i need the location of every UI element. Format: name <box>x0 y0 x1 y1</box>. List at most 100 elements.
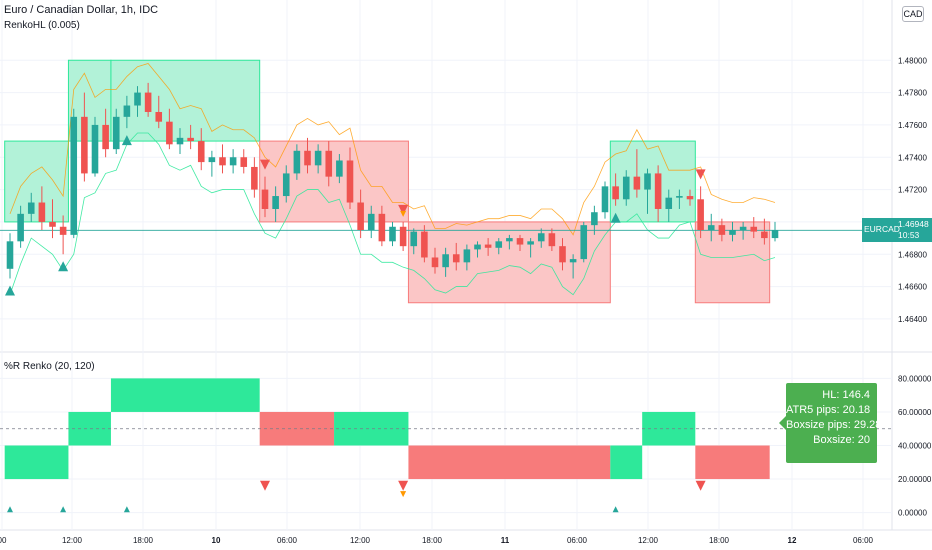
candle-body <box>304 150 311 166</box>
subpane-signal-triangle <box>60 506 67 513</box>
candle-body <box>665 197 673 209</box>
subpane-tick-label: 80.00000 <box>898 374 932 383</box>
time-tick-label: 06:00 <box>567 536 588 545</box>
candle-body <box>591 212 598 226</box>
candle-body <box>325 150 333 177</box>
candle-body <box>761 231 768 239</box>
signal-triangle <box>58 261 69 272</box>
signal-triangle <box>398 204 409 215</box>
info-boxsize-pips: Boxsize pips: 29.28 <box>786 419 882 431</box>
time-tick-label: 18:00 <box>133 536 154 545</box>
currency-badge[interactable]: CAD <box>902 6 924 22</box>
candle-body <box>676 196 683 198</box>
subpane-signal-triangle <box>398 480 409 491</box>
subpane-indicator-title[interactable]: %R Renko (20, 120) <box>4 361 95 372</box>
candle-body <box>59 226 67 235</box>
candle-body <box>70 116 78 235</box>
subpane-signal-triangle <box>123 506 130 513</box>
subpane-signal-triangle <box>400 491 407 498</box>
signal-triangle <box>121 135 132 146</box>
candle-body <box>367 213 375 230</box>
candle-body <box>144 92 152 112</box>
candle-body <box>654 173 662 209</box>
candle-body <box>91 124 99 174</box>
time-tick-label: 06:00 <box>853 536 874 545</box>
candle-body <box>431 257 439 268</box>
candle-body <box>155 111 163 122</box>
price-tag-symbol: EURCAD <box>864 224 900 234</box>
subpane-signal-triangle <box>612 506 619 513</box>
time-tick-label: 06:00 <box>277 536 298 545</box>
candle-body <box>134 92 141 106</box>
symbol-title: Euro / Canadian Dollar, 1h, IDC <box>4 4 159 16</box>
info-atr: ATR5 pips: 20.18 <box>786 404 871 416</box>
candle-body <box>601 186 609 213</box>
candle-body <box>484 244 492 248</box>
candle-body <box>527 241 534 245</box>
renko-band <box>110 59 261 142</box>
renko-info-box: HL: 146.4 ATR5 pips: 20.18 Boxsize pips:… <box>779 383 882 463</box>
time-tick-label: 12:00 <box>638 536 659 545</box>
candle-body <box>474 244 481 250</box>
candle-body <box>261 189 269 209</box>
time-tick-label: 00 <box>0 536 7 545</box>
candle-body <box>559 246 566 263</box>
candle-body <box>314 150 322 166</box>
candle-body <box>718 225 726 235</box>
candle-body <box>750 226 758 232</box>
candle-body <box>166 121 173 145</box>
candle-body <box>6 241 14 269</box>
subpane-tick-label: 20.00000 <box>898 475 932 484</box>
candle-body <box>293 150 301 174</box>
subpane-signal-triangle <box>695 480 706 491</box>
subpane-tick-label: 60.00000 <box>898 408 932 417</box>
candle-body <box>516 238 524 245</box>
candle-body <box>569 259 577 263</box>
price-tick-label: 1.46400 <box>898 315 927 324</box>
candle-body <box>272 196 279 209</box>
signal-triangle <box>5 285 15 296</box>
candle-body <box>495 241 503 248</box>
signal-triangle <box>400 210 407 217</box>
renko-band <box>4 140 69 223</box>
candle-body <box>336 160 343 177</box>
candle-body <box>399 226 407 247</box>
price-tag-countdown: 10:53 <box>898 230 920 240</box>
candle-body <box>197 141 205 163</box>
candle-body <box>17 213 24 242</box>
candle-body <box>187 137 194 142</box>
overlay-indicator-title[interactable]: RenkoHL (0.005) <box>4 20 80 31</box>
info-boxsize: Boxsize: 20 <box>813 434 870 446</box>
candle-body <box>633 176 641 190</box>
candle-body <box>622 176 630 200</box>
candle-body <box>686 196 694 200</box>
price-tick-label: 1.48000 <box>898 56 927 65</box>
candle-body <box>229 157 237 166</box>
candle-body <box>346 160 354 203</box>
candle-body <box>357 202 364 230</box>
time-tick-label: 12:00 <box>62 536 83 545</box>
time-tick-label: 18:00 <box>422 536 443 545</box>
candle-body <box>38 202 46 222</box>
candle-body <box>612 186 619 200</box>
candle-body <box>49 221 56 227</box>
percentr-band <box>408 445 611 480</box>
candle-body <box>112 116 120 150</box>
price-tag-price: 1.46948 <box>898 219 929 229</box>
signal-triangle <box>260 159 270 170</box>
time-tick-label: 10 <box>212 536 221 545</box>
time-tick-label: 18:00 <box>709 536 730 545</box>
candle-body <box>729 230 736 235</box>
candle-body <box>463 249 471 263</box>
subpane-signal-triangle <box>7 506 13 513</box>
candle-body <box>739 226 747 230</box>
candle-body <box>410 231 418 247</box>
candle-body <box>707 225 715 230</box>
renko-band <box>259 140 409 223</box>
candle-body <box>27 202 35 214</box>
candle-body <box>506 238 513 242</box>
subpane-tick-label: 40.00000 <box>898 442 932 451</box>
candle-body <box>102 124 109 150</box>
candle-body <box>123 105 131 117</box>
